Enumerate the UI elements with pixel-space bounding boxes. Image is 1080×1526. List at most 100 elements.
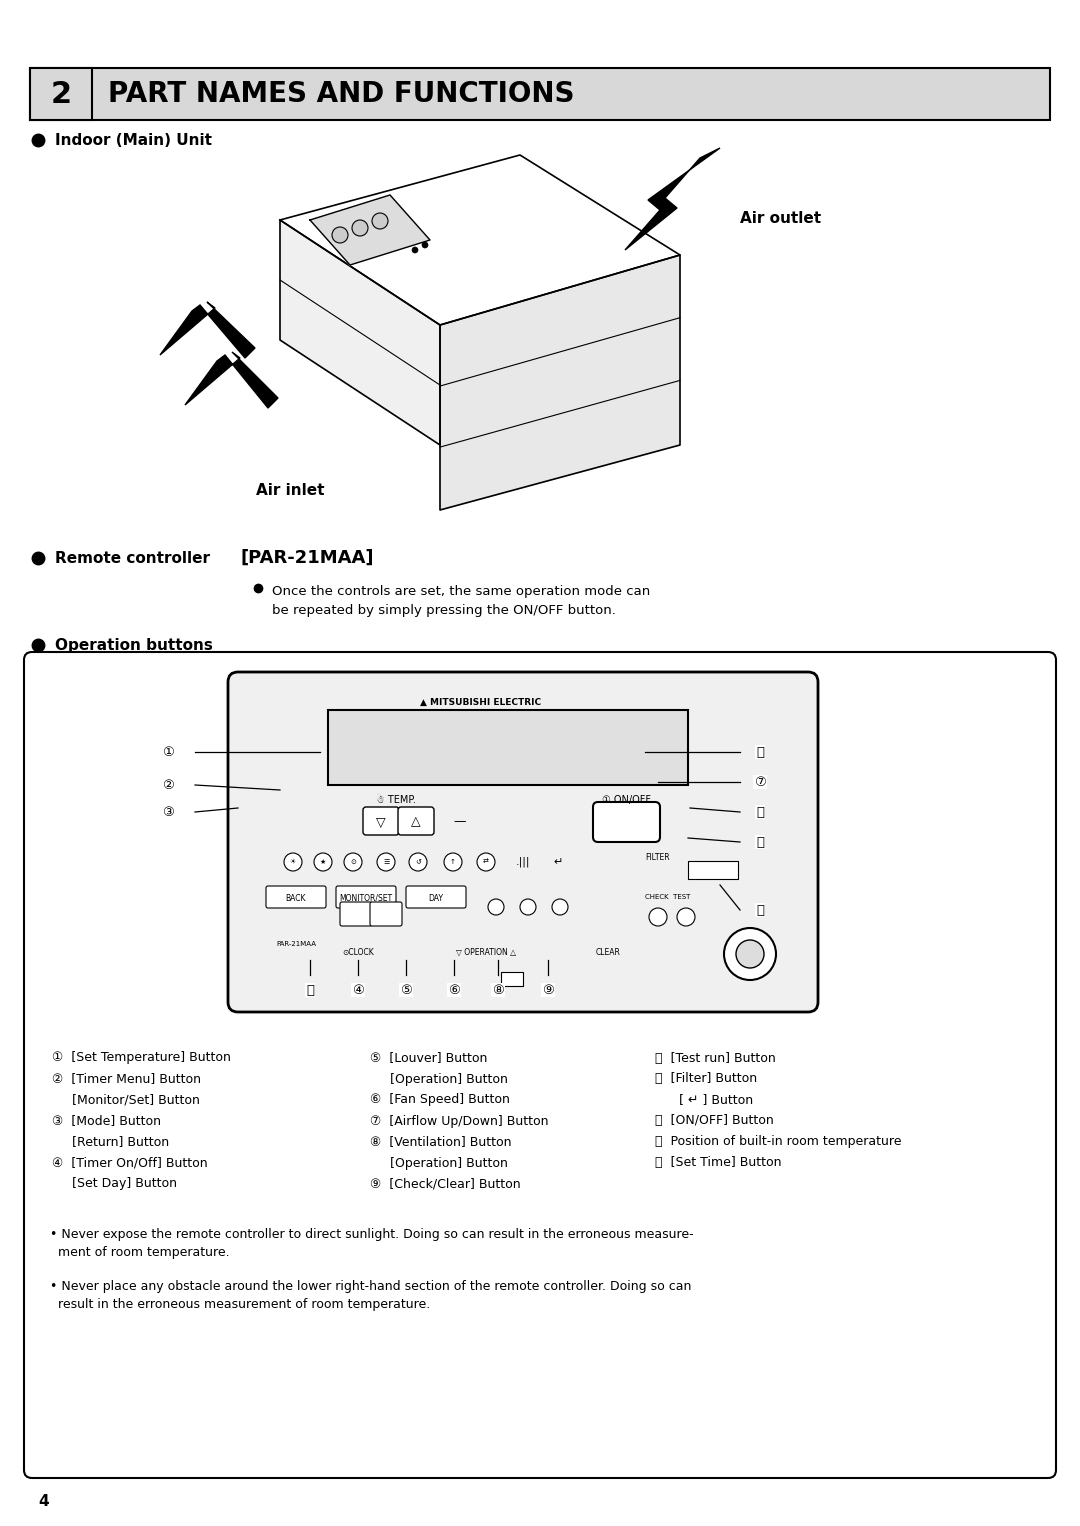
Text: ⑨: ⑨ bbox=[542, 983, 554, 996]
Text: ↺: ↺ bbox=[415, 859, 421, 865]
FancyBboxPatch shape bbox=[228, 671, 818, 1012]
Circle shape bbox=[677, 908, 696, 926]
Polygon shape bbox=[625, 148, 720, 250]
FancyBboxPatch shape bbox=[24, 652, 1056, 1479]
Text: ⑤: ⑤ bbox=[400, 983, 411, 996]
Text: Once the controls are set, the same operation mode can
be repeated by simply pre: Once the controls are set, the same oper… bbox=[272, 584, 650, 617]
Text: ⒳  Position of built-in room temperature: ⒳ Position of built-in room temperature bbox=[654, 1135, 902, 1149]
Text: ⑧: ⑧ bbox=[492, 983, 504, 996]
Text: ▲ MITSUBISHI ELECTRIC: ▲ MITSUBISHI ELECTRIC bbox=[420, 697, 541, 707]
Circle shape bbox=[649, 908, 667, 926]
Text: ⒵  [Set Time] Button: ⒵ [Set Time] Button bbox=[654, 1157, 782, 1169]
Text: ⑭: ⑭ bbox=[756, 836, 764, 848]
Text: CHECK  TEST: CHECK TEST bbox=[646, 894, 691, 900]
Bar bbox=[30, 69, 1050, 121]
Text: ①: ① bbox=[162, 746, 174, 758]
Text: [ ↵ ] Button: [ ↵ ] Button bbox=[654, 1094, 753, 1106]
Text: ⑯  [ON/OFF] Button: ⑯ [ON/OFF] Button bbox=[654, 1114, 773, 1128]
Text: DAY: DAY bbox=[429, 894, 444, 902]
Text: 2: 2 bbox=[51, 79, 71, 108]
Text: ②  [Timer Menu] Button: ② [Timer Menu] Button bbox=[52, 1073, 201, 1085]
Text: 4: 4 bbox=[38, 1494, 49, 1509]
Text: ⑮: ⑮ bbox=[756, 806, 764, 818]
Polygon shape bbox=[185, 353, 278, 407]
Text: ☀: ☀ bbox=[289, 859, 296, 865]
Text: ⑦  [Airflow Up/Down] Button: ⑦ [Airflow Up/Down] Button bbox=[370, 1114, 549, 1128]
Circle shape bbox=[314, 853, 332, 871]
Text: ⑧  [Ventilation] Button: ⑧ [Ventilation] Button bbox=[370, 1135, 512, 1149]
Text: PART NAMES AND FUNCTIONS: PART NAMES AND FUNCTIONS bbox=[108, 79, 575, 108]
Text: ②: ② bbox=[162, 778, 174, 792]
Text: —: — bbox=[454, 815, 467, 829]
Text: ▽: ▽ bbox=[376, 815, 386, 829]
Text: ①  [Set Temperature] Button: ① [Set Temperature] Button bbox=[52, 1051, 231, 1065]
Circle shape bbox=[372, 214, 388, 229]
Text: MONITOR/SET: MONITOR/SET bbox=[339, 894, 392, 902]
Text: [Operation] Button: [Operation] Button bbox=[370, 1157, 508, 1169]
Text: ⑨  [Check/Clear] Button: ⑨ [Check/Clear] Button bbox=[370, 1178, 521, 1190]
Bar bbox=[328, 710, 688, 784]
Text: [Return] Button: [Return] Button bbox=[52, 1135, 170, 1149]
Text: PAR-21MAA: PAR-21MAA bbox=[276, 942, 316, 948]
FancyBboxPatch shape bbox=[406, 887, 465, 908]
Text: ⇄: ⇄ bbox=[483, 859, 489, 865]
Text: ④  [Timer On/Off] Button: ④ [Timer On/Off] Button bbox=[52, 1157, 207, 1169]
Bar bbox=[501, 972, 523, 986]
Circle shape bbox=[735, 940, 764, 967]
Bar bbox=[30, 69, 92, 121]
Text: ↵: ↵ bbox=[553, 858, 563, 867]
Text: ③  [Mode] Button: ③ [Mode] Button bbox=[52, 1114, 161, 1128]
Polygon shape bbox=[440, 255, 680, 510]
Text: ⒵: ⒵ bbox=[306, 983, 314, 996]
Text: • Never expose the remote controller to direct sunlight. Doing so can result in : • Never expose the remote controller to … bbox=[50, 1228, 693, 1259]
Text: ⑭  [Test run] Button: ⑭ [Test run] Button bbox=[654, 1051, 775, 1065]
Text: • Never place any obstacle around the lower right-hand section of the remote con: • Never place any obstacle around the lo… bbox=[50, 1280, 691, 1311]
FancyBboxPatch shape bbox=[340, 902, 372, 926]
Text: ☰: ☰ bbox=[383, 859, 389, 865]
FancyBboxPatch shape bbox=[266, 887, 326, 908]
Text: Remote controller: Remote controller bbox=[55, 551, 210, 566]
Text: Air inlet: Air inlet bbox=[256, 482, 324, 497]
Circle shape bbox=[377, 853, 395, 871]
Text: [Set Day] Button: [Set Day] Button bbox=[52, 1178, 177, 1190]
Text: ⑯: ⑯ bbox=[756, 746, 764, 758]
Text: ⒳: ⒳ bbox=[756, 903, 764, 917]
Circle shape bbox=[477, 853, 495, 871]
Text: ④: ④ bbox=[352, 983, 364, 996]
Text: ⊙CLOCK: ⊙CLOCK bbox=[342, 948, 374, 957]
Text: [PAR-21MAA]: [PAR-21MAA] bbox=[240, 549, 374, 568]
Text: ⑮  [Filter] Button: ⑮ [Filter] Button bbox=[654, 1073, 757, 1085]
FancyBboxPatch shape bbox=[370, 902, 402, 926]
Circle shape bbox=[345, 853, 362, 871]
Circle shape bbox=[519, 899, 536, 916]
Text: Air outlet: Air outlet bbox=[740, 211, 821, 226]
Text: Indoor (Main) Unit: Indoor (Main) Unit bbox=[55, 133, 212, 148]
FancyBboxPatch shape bbox=[399, 807, 434, 835]
Circle shape bbox=[411, 247, 418, 253]
Text: ① ON/OFF: ① ON/OFF bbox=[602, 795, 650, 806]
Circle shape bbox=[409, 853, 427, 871]
FancyBboxPatch shape bbox=[363, 807, 399, 835]
Circle shape bbox=[552, 899, 568, 916]
Text: FILTER: FILTER bbox=[646, 853, 671, 862]
Text: ★: ★ bbox=[320, 859, 326, 865]
Text: [Operation] Button: [Operation] Button bbox=[370, 1073, 508, 1085]
Polygon shape bbox=[280, 156, 680, 325]
FancyBboxPatch shape bbox=[593, 803, 660, 842]
Text: .|||: .||| bbox=[516, 856, 530, 867]
Circle shape bbox=[724, 928, 777, 980]
Text: [Monitor/Set] Button: [Monitor/Set] Button bbox=[52, 1094, 200, 1106]
Bar bbox=[688, 861, 738, 879]
Text: Operation buttons: Operation buttons bbox=[55, 638, 213, 653]
FancyBboxPatch shape bbox=[336, 887, 396, 908]
Circle shape bbox=[444, 853, 462, 871]
Circle shape bbox=[488, 899, 504, 916]
Polygon shape bbox=[160, 302, 255, 359]
Polygon shape bbox=[280, 220, 440, 446]
Circle shape bbox=[284, 853, 302, 871]
Polygon shape bbox=[310, 195, 430, 266]
Text: ⑥  [Fan Speed] Button: ⑥ [Fan Speed] Button bbox=[370, 1094, 510, 1106]
Text: ⑥: ⑥ bbox=[448, 983, 460, 996]
Text: ☃ TEMP.: ☃ TEMP. bbox=[376, 795, 416, 806]
Circle shape bbox=[422, 243, 428, 249]
